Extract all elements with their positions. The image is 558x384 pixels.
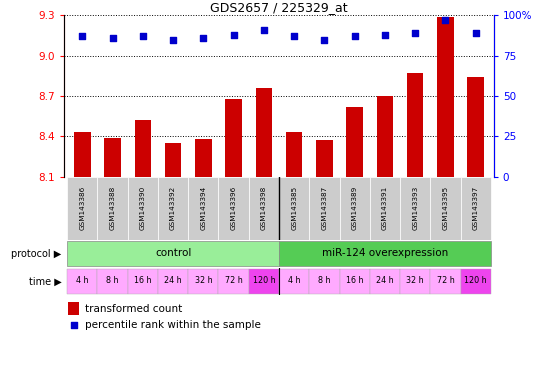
- Text: 24 h: 24 h: [164, 276, 182, 285]
- Bar: [407, 73, 424, 177]
- Text: 72 h: 72 h: [436, 276, 454, 285]
- Point: [411, 30, 420, 36]
- Bar: [128, 177, 158, 240]
- Text: 120 h: 120 h: [253, 276, 275, 285]
- Point: [350, 33, 359, 40]
- Text: 16 h: 16 h: [134, 276, 152, 285]
- Bar: [225, 99, 242, 177]
- Bar: [437, 17, 454, 177]
- Bar: [134, 120, 151, 177]
- Bar: [370, 269, 400, 294]
- Point: [69, 321, 78, 328]
- Bar: [188, 177, 219, 240]
- Bar: [347, 107, 363, 177]
- Text: 72 h: 72 h: [225, 276, 243, 285]
- Text: 32 h: 32 h: [195, 276, 212, 285]
- Bar: [279, 177, 309, 240]
- Text: percentile rank within the sample: percentile rank within the sample: [85, 319, 261, 329]
- Text: 24 h: 24 h: [376, 276, 394, 285]
- Bar: [74, 132, 90, 177]
- Text: GSM143387: GSM143387: [321, 186, 328, 230]
- Text: 4 h: 4 h: [76, 276, 89, 285]
- Bar: [67, 242, 279, 266]
- Point: [381, 31, 389, 38]
- Point: [229, 31, 238, 38]
- Text: GSM143391: GSM143391: [382, 186, 388, 230]
- Text: time ▶: time ▶: [28, 276, 61, 286]
- Bar: [98, 177, 128, 240]
- Bar: [256, 88, 272, 177]
- Point: [471, 30, 480, 36]
- Bar: [279, 269, 309, 294]
- Bar: [69, 303, 79, 315]
- Bar: [67, 177, 98, 240]
- Point: [259, 27, 268, 33]
- Text: protocol ▶: protocol ▶: [11, 249, 61, 259]
- Bar: [128, 269, 158, 294]
- Bar: [219, 177, 249, 240]
- Text: GSM143392: GSM143392: [170, 186, 176, 230]
- Bar: [165, 143, 181, 177]
- Bar: [158, 269, 188, 294]
- Bar: [279, 242, 491, 266]
- Bar: [339, 177, 370, 240]
- Point: [199, 35, 208, 41]
- Text: GSM143386: GSM143386: [79, 186, 85, 230]
- Bar: [286, 132, 302, 177]
- Bar: [316, 141, 333, 177]
- Bar: [219, 269, 249, 294]
- Point: [78, 33, 87, 40]
- Bar: [98, 269, 128, 294]
- Text: 4 h: 4 h: [288, 276, 300, 285]
- Text: GSM143393: GSM143393: [412, 186, 418, 230]
- Bar: [370, 177, 400, 240]
- Point: [169, 36, 177, 43]
- Bar: [339, 269, 370, 294]
- Text: 32 h: 32 h: [406, 276, 424, 285]
- Title: GDS2657 / 225329_at: GDS2657 / 225329_at: [210, 1, 348, 14]
- Bar: [309, 177, 339, 240]
- Point: [441, 17, 450, 23]
- Bar: [430, 269, 460, 294]
- Bar: [460, 177, 491, 240]
- Bar: [249, 269, 279, 294]
- Bar: [400, 269, 430, 294]
- Text: GSM143389: GSM143389: [352, 186, 358, 230]
- Text: 8 h: 8 h: [318, 276, 331, 285]
- Text: GSM143397: GSM143397: [473, 186, 479, 230]
- Bar: [309, 269, 339, 294]
- Bar: [460, 269, 491, 294]
- Text: transformed count: transformed count: [85, 304, 182, 314]
- Bar: [468, 77, 484, 177]
- Text: GSM143394: GSM143394: [200, 186, 206, 230]
- Text: 8 h: 8 h: [107, 276, 119, 285]
- Point: [108, 35, 117, 41]
- Bar: [67, 269, 98, 294]
- Bar: [158, 177, 188, 240]
- Text: GSM143390: GSM143390: [140, 186, 146, 230]
- Bar: [377, 96, 393, 177]
- Text: GSM143396: GSM143396: [230, 186, 237, 230]
- Bar: [195, 139, 211, 177]
- Bar: [430, 177, 460, 240]
- Bar: [400, 177, 430, 240]
- Text: GSM143395: GSM143395: [442, 186, 449, 230]
- Text: 16 h: 16 h: [346, 276, 363, 285]
- Text: control: control: [155, 248, 191, 258]
- Bar: [249, 177, 279, 240]
- Point: [290, 33, 299, 40]
- Point: [320, 36, 329, 43]
- Text: GSM143385: GSM143385: [291, 186, 297, 230]
- Point: [138, 33, 147, 40]
- Text: 120 h: 120 h: [464, 276, 487, 285]
- Text: GSM143398: GSM143398: [261, 186, 267, 230]
- Bar: [104, 137, 121, 177]
- Bar: [188, 269, 219, 294]
- Text: miR-124 overexpression: miR-124 overexpression: [322, 248, 448, 258]
- Text: GSM143388: GSM143388: [109, 186, 116, 230]
